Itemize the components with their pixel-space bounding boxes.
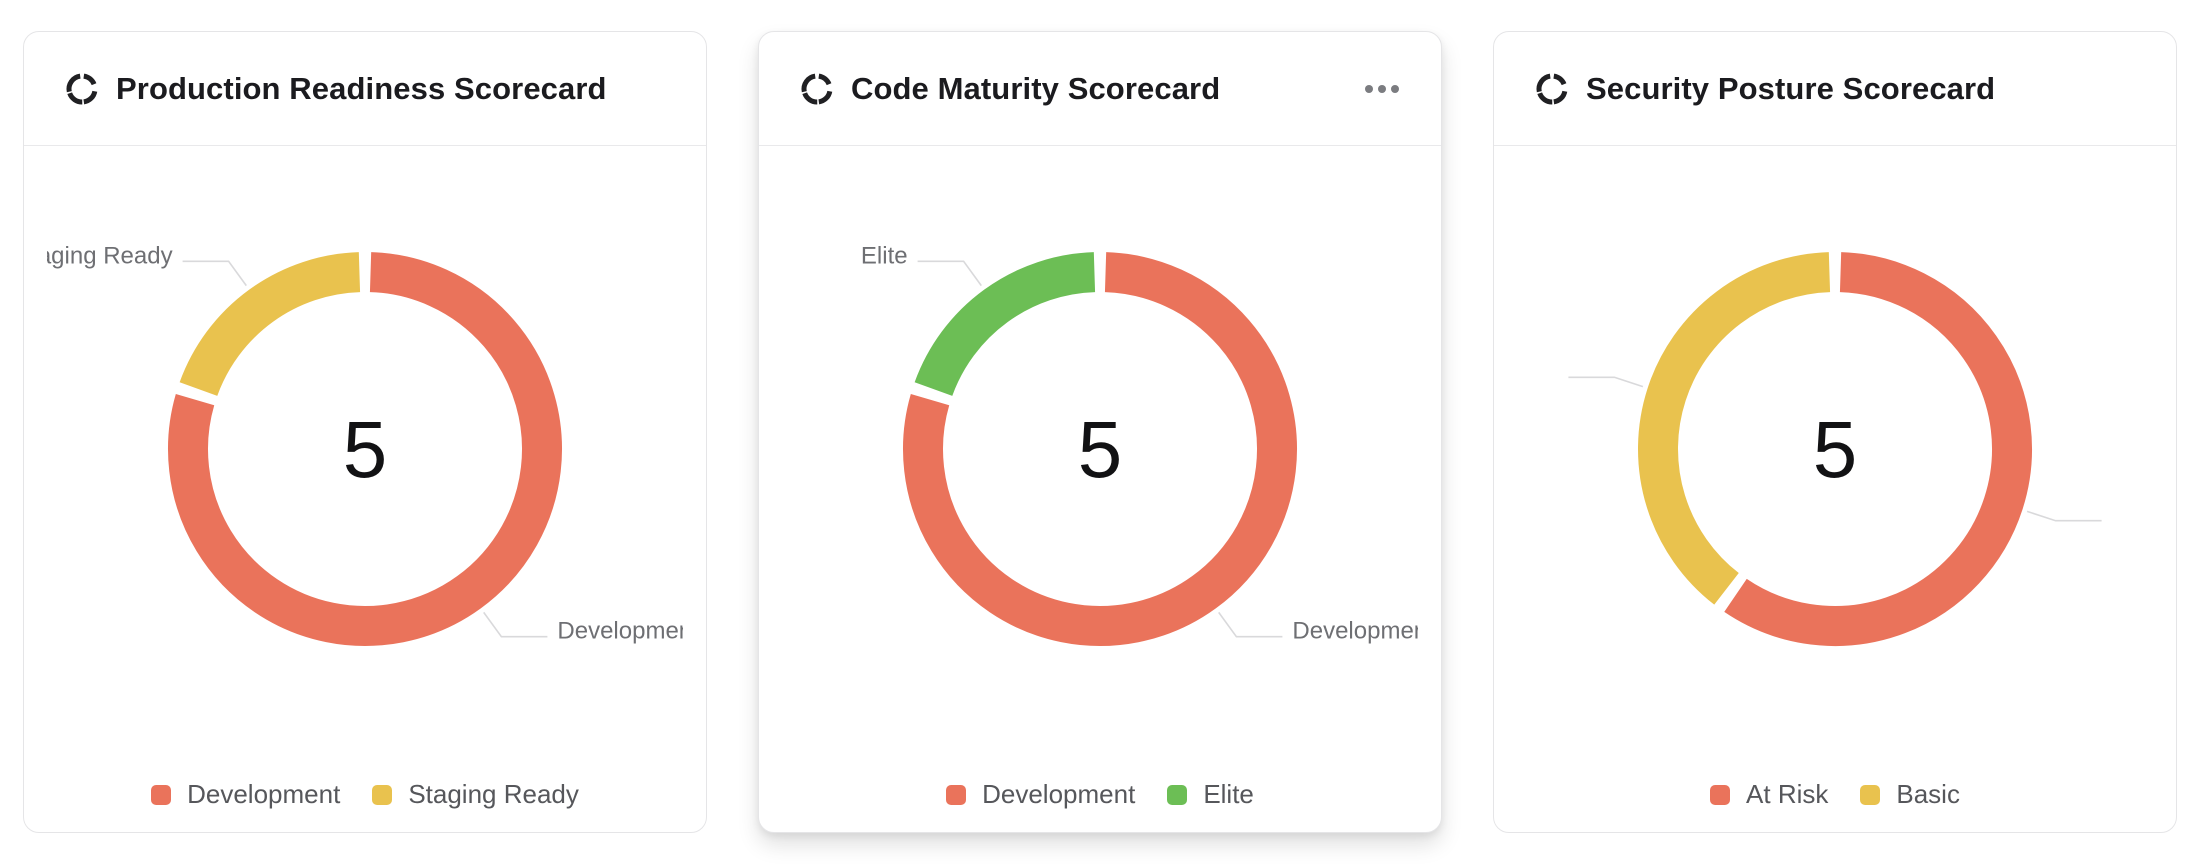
chart-area: Development Staging Ready 5 bbox=[47, 146, 683, 776]
more-menu-button[interactable] bbox=[1363, 77, 1401, 101]
donut-segment-development[interactable] bbox=[168, 252, 562, 646]
card-code-maturity: Code Maturity Scorecard Development Elite… bbox=[758, 31, 1442, 833]
donut-segment-development[interactable] bbox=[903, 252, 1297, 646]
legend-item-development[interactable]: Development bbox=[946, 779, 1135, 810]
ellipsis-icon bbox=[1378, 84, 1386, 93]
scorecard-row: Production Readiness Scorecard Developme… bbox=[23, 31, 2177, 833]
ellipsis-icon bbox=[1391, 84, 1399, 93]
legend-item-development[interactable]: Development bbox=[151, 779, 340, 810]
donut-segment-at-risk[interactable] bbox=[1724, 252, 2032, 646]
callout-label: Staging Ready bbox=[47, 242, 173, 269]
card-header: Production Readiness Scorecard bbox=[24, 32, 706, 146]
chart-area: Development Elite 5 bbox=[782, 146, 1418, 776]
callout-leader-line bbox=[2026, 510, 2102, 522]
legend-item-staging-ready[interactable]: Staging Ready bbox=[372, 779, 579, 810]
legend-label: Basic bbox=[1896, 779, 1960, 809]
legend-label: Development bbox=[982, 779, 1136, 809]
card-header: Code Maturity Scorecard bbox=[759, 32, 1441, 146]
ellipsis-icon bbox=[1365, 84, 1373, 93]
donut-chart-canvas[interactable]: Development Staging Ready 5 bbox=[47, 146, 683, 776]
callout-leader-line bbox=[483, 611, 548, 638]
callout-leader-line bbox=[917, 260, 982, 287]
legend-swatch bbox=[372, 784, 393, 805]
card-title: Production Readiness Scorecard bbox=[116, 70, 607, 106]
legend-label: At Risk bbox=[1746, 779, 1829, 809]
legend-swatch bbox=[1710, 784, 1731, 805]
donut-center-value: 5 bbox=[343, 405, 388, 494]
scorecard-ring-icon bbox=[1534, 71, 1570, 107]
donut-segment-staging-ready[interactable] bbox=[179, 252, 361, 397]
card-body: Development Elite 5 Development Elite bbox=[759, 146, 1441, 832]
card-security-posture: Security Posture Scorecard 5 At Risk Basi… bbox=[1493, 31, 2177, 833]
callout-leader-line bbox=[182, 260, 247, 287]
scorecard-ring-icon bbox=[799, 71, 835, 107]
callout-label: Development bbox=[1292, 618, 1418, 645]
legend-item-at-risk[interactable]: At Risk bbox=[1710, 779, 1828, 810]
legend-item-elite[interactable]: Elite bbox=[1167, 779, 1254, 810]
chart-legend: Development Staging Ready bbox=[24, 779, 706, 810]
callout-label: Development bbox=[557, 618, 683, 645]
card-header: Security Posture Scorecard bbox=[1494, 32, 2176, 146]
callout-label: Elite bbox=[861, 242, 908, 269]
legend-swatch bbox=[946, 784, 967, 805]
callout-leader-line bbox=[1218, 611, 1283, 638]
card-body: 5 At Risk Basic bbox=[1494, 146, 2176, 832]
legend-swatch bbox=[1860, 784, 1881, 805]
donut-segment-basic[interactable] bbox=[1638, 252, 1831, 605]
card-production-readiness: Production Readiness Scorecard Developme… bbox=[23, 31, 707, 833]
legend-label: Staging Ready bbox=[408, 779, 579, 809]
chart-area: 5 bbox=[1517, 146, 2153, 776]
legend-label: Development bbox=[187, 779, 341, 809]
legend-label: Elite bbox=[1203, 779, 1254, 809]
donut-segment-elite[interactable] bbox=[914, 252, 1096, 397]
card-title: Code Maturity Scorecard bbox=[851, 70, 1221, 106]
legend-item-basic[interactable]: Basic bbox=[1860, 779, 1960, 810]
donut-center-value: 5 bbox=[1078, 405, 1123, 494]
donut-chart-canvas[interactable]: Development Elite 5 bbox=[782, 146, 1418, 776]
donut-center-value: 5 bbox=[1813, 405, 1858, 494]
legend-swatch bbox=[1167, 784, 1188, 805]
card-title: Security Posture Scorecard bbox=[1586, 70, 1996, 106]
donut-chart-canvas[interactable]: 5 bbox=[1517, 146, 2153, 776]
legend-swatch bbox=[151, 784, 172, 805]
chart-legend: Development Elite bbox=[759, 779, 1441, 810]
card-body: Development Staging Ready 5 Development Sta… bbox=[24, 146, 706, 832]
callout-leader-line bbox=[1568, 376, 1644, 388]
chart-legend: At Risk Basic bbox=[1494, 779, 2176, 810]
scorecard-ring-icon bbox=[64, 71, 100, 107]
